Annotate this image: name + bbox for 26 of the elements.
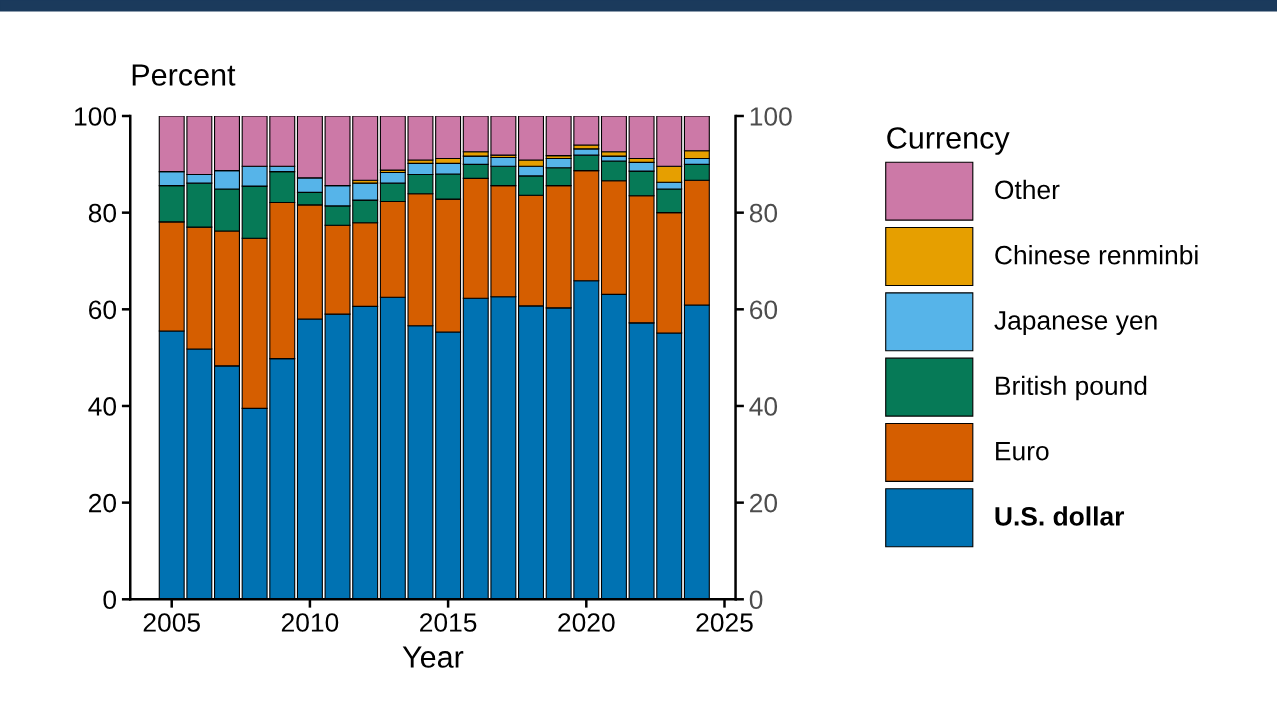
legend-label: Chinese renminbi [995, 245, 1198, 265]
y2-tick-label: 80 [749, 203, 778, 223]
x-tick-label: 2020 [558, 613, 615, 632]
y2-tick-label: 0 [749, 590, 763, 610]
x-tick-label: 2015 [420, 613, 477, 632]
y2-tick-label: 40 [749, 397, 778, 416]
y-tick-label: 100 [75, 107, 117, 126]
x-tick-label: 2025 [696, 613, 753, 632]
legend-label: British pound [996, 375, 1147, 401]
y-tick-label: 80 [88, 203, 117, 223]
y2-tick-label: 100 [750, 107, 792, 126]
y-tick-label: 60 [89, 300, 117, 320]
legend-title: Currency [887, 127, 1010, 155]
x-tick-label: 2005 [143, 613, 200, 632]
y-tick-label: 20 [89, 493, 117, 513]
y-tick-label: 40 [88, 397, 117, 416]
legend-label: Japanese yen [994, 311, 1157, 335]
y-tick-label: 0 [103, 590, 117, 610]
y2-tick-label: 60 [750, 300, 778, 320]
legend-label: U.S. dollar [995, 506, 1125, 526]
legend-label: Other [995, 179, 1060, 200]
legend-label: Euro [996, 441, 1049, 461]
x-tick-label: 2010 [281, 613, 339, 632]
y2-tick-label: 20 [750, 493, 778, 513]
y-axis-title: Percent [132, 64, 236, 86]
x-axis-title: Year [402, 646, 464, 668]
